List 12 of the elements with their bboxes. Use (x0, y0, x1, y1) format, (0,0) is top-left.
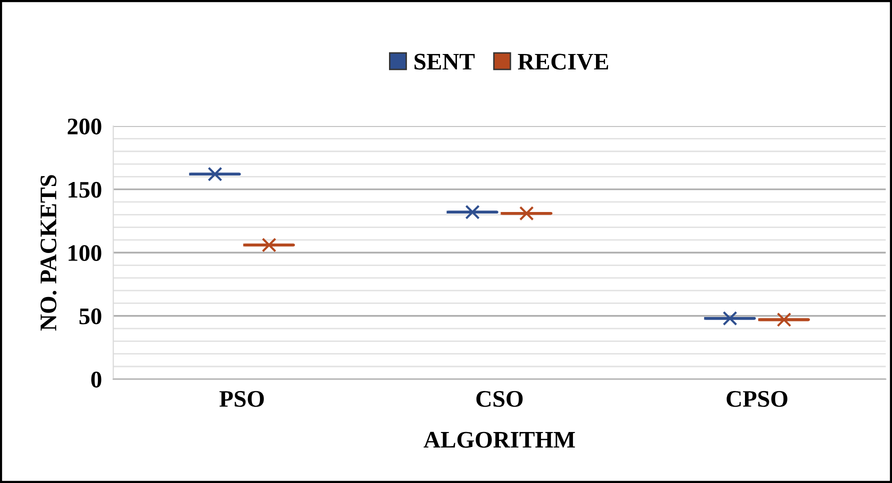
y-tick-label: 200 (68, 118, 102, 134)
y-tick-label: 100 (68, 245, 102, 262)
y-tick-label: 150 (68, 182, 102, 198)
x-tick-label: CSO (476, 391, 523, 407)
y-axis-title: NO. PACKETS (40, 175, 57, 331)
legend-label: RECIVE (518, 54, 608, 70)
legend-label: SENT (414, 54, 475, 70)
y-tick-label: 50 (80, 308, 102, 324)
x-tick-label: PSO (219, 391, 264, 407)
x-axis-title: ALGORITHM (424, 432, 575, 448)
x-tick-label: CPSO (726, 391, 788, 407)
y-tick-label: 0 (91, 372, 102, 388)
